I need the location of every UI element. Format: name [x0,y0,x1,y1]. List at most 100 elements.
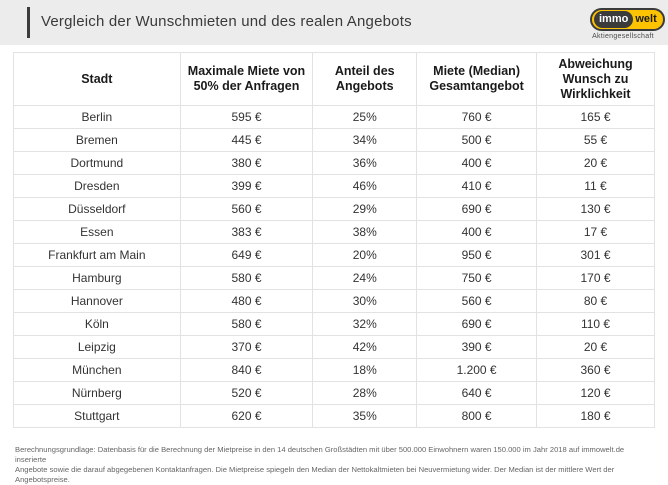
city-cell: Dortmund [13,151,181,175]
value-cell: 410 € [416,174,538,198]
value-cell: 165 € [536,105,655,129]
table-row: Hamburg 580 €24% 750 €170 € [13,266,655,290]
table-row: Leipzig 370 €42% 390 €20 € [13,335,655,359]
value-cell: 29% [312,197,418,221]
value-cell: 30% [312,289,418,313]
city-cell: Essen [13,220,181,244]
city-cell: Nürnberg [13,381,181,405]
value-cell: 17 € [536,220,655,244]
value-cell: 35% [312,404,418,428]
value-cell: 840 € [179,358,314,382]
value-cell: 383 € [179,220,314,244]
table-row: Berlin 595 €25% 760 €165 € [13,105,655,129]
value-cell: 46% [312,174,418,198]
value-cell: 34% [312,128,418,152]
value-cell: 38% [312,220,418,244]
table-header-row: Stadt Maximale Miete von 50% der Anfrage… [13,52,655,106]
footnote: Berechnungsgrundlage: Datenbasis für die… [15,445,657,485]
value-cell: 18% [312,358,418,382]
value-cell: 11 € [536,174,655,198]
value-cell: 20 € [536,151,655,175]
city-cell: Düsseldorf [13,197,181,221]
table-row: Bremen 445 €34% 500 €55 € [13,128,655,152]
value-cell: 399 € [179,174,314,198]
value-cell: 500 € [416,128,538,152]
value-cell: 580 € [179,266,314,290]
logo-text-immo: immo [594,11,634,28]
table-row: Essen 383 €38% 400 €17 € [13,220,655,244]
city-cell: Frankfurt am Main [13,243,181,267]
city-cell: Berlin [13,105,181,129]
immowelt-logo-pill: immo welt [590,8,665,31]
table-row: Dresden 399 €46% 410 €11 € [13,174,655,198]
table-row: München 840 €18% 1.200 €360 € [13,358,655,382]
table-row: Nürnberg 520 €28% 640 €120 € [13,381,655,405]
table-row: Dortmund 380 €36% 400 €20 € [13,151,655,175]
city-cell: Bremen [13,128,181,152]
logo-subtitle: Aktiengesellschaft [592,33,654,40]
city-cell: Hamburg [13,266,181,290]
footnote-line-2: Angebote sowie die darauf abgegebenen Ko… [15,465,615,484]
value-cell: 130 € [536,197,655,221]
value-cell: 400 € [416,220,538,244]
column-header-anteil: Anteil des Angebots [312,52,418,106]
value-cell: 20% [312,243,418,267]
value-cell: 380 € [179,151,314,175]
value-cell: 800 € [416,404,538,428]
value-cell: 560 € [179,197,314,221]
column-header-median: Miete (Median) Gesamtangebot [416,52,538,106]
value-cell: 390 € [416,335,538,359]
column-header-max-miete: Maximale Miete von 50% der Anfragen [179,52,314,106]
city-cell: Stuttgart [13,404,181,428]
city-cell: Dresden [13,174,181,198]
value-cell: 301 € [536,243,655,267]
value-cell: 690 € [416,197,538,221]
table-row: Düsseldorf 560 €29% 690 €130 € [13,197,655,221]
value-cell: 55 € [536,128,655,152]
value-cell: 1.200 € [416,358,538,382]
column-header-stadt: Stadt [13,52,181,106]
city-cell: München [13,358,181,382]
value-cell: 24% [312,266,418,290]
value-cell: 400 € [416,151,538,175]
logo-text-welt: welt [635,13,657,25]
value-cell: 42% [312,335,418,359]
immowelt-logo: immo welt Aktiengesellschaft [590,8,665,40]
page-title: Vergleich der Wunschmieten und des reale… [41,13,412,30]
value-cell: 170 € [536,266,655,290]
rent-comparison-table: Stadt Maximale Miete von 50% der Anfrage… [13,52,655,428]
value-cell: 950 € [416,243,538,267]
title-accent-bar [27,7,30,38]
value-cell: 750 € [416,266,538,290]
value-cell: 760 € [416,105,538,129]
header-band: Vergleich der Wunschmieten und des reale… [0,0,668,45]
value-cell: 120 € [536,381,655,405]
table-row: Stuttgart 620 €35% 800 €180 € [13,404,655,428]
table-body: Berlin 595 €25% 760 €165 € Bremen 445 €34% 50… [13,105,655,428]
value-cell: 370 € [179,335,314,359]
footnote-line-1: Berechnungsgrundlage: Datenbasis für die… [15,445,625,464]
value-cell: 80 € [536,289,655,313]
city-cell: Leipzig [13,335,181,359]
value-cell: 360 € [536,358,655,382]
value-cell: 649 € [179,243,314,267]
value-cell: 36% [312,151,418,175]
city-cell: Hannover [13,289,181,313]
table-row: Frankfurt am Main 649 €20% 950 €301 € [13,243,655,267]
value-cell: 445 € [179,128,314,152]
value-cell: 640 € [416,381,538,405]
value-cell: 180 € [536,404,655,428]
value-cell: 20 € [536,335,655,359]
value-cell: 480 € [179,289,314,313]
value-cell: 690 € [416,312,538,336]
column-header-abweichung: Abweichung Wunsch zu Wirklichkeit [536,52,655,106]
value-cell: 580 € [179,312,314,336]
city-cell: Köln [13,312,181,336]
table-row: Köln 580 €32% 690 €110 € [13,312,655,336]
value-cell: 28% [312,381,418,405]
value-cell: 595 € [179,105,314,129]
value-cell: 25% [312,105,418,129]
value-cell: 520 € [179,381,314,405]
table-row: Hannover 480 €30% 560 €80 € [13,289,655,313]
value-cell: 32% [312,312,418,336]
